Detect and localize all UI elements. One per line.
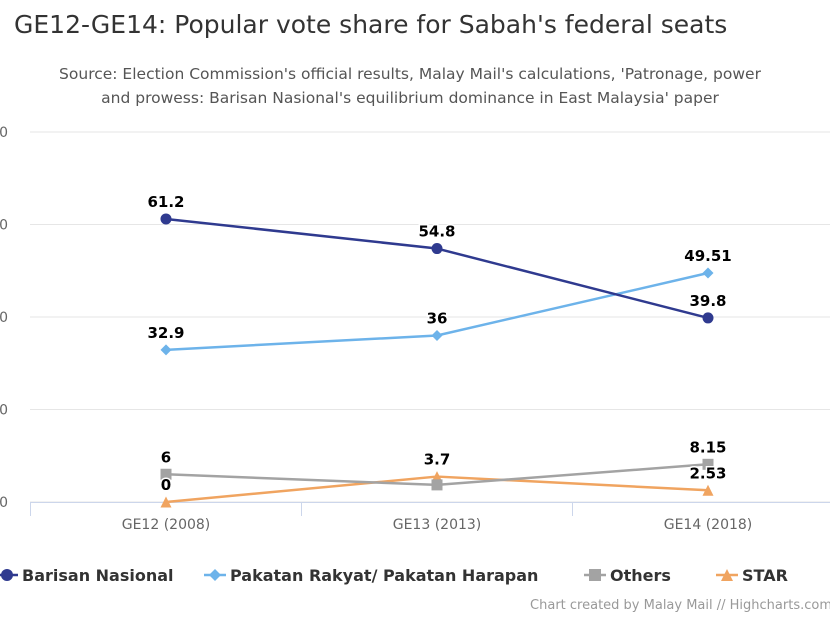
data-label: 36: [427, 310, 448, 328]
x-tick-label: GE14 (2018): [664, 517, 753, 533]
data-label: 6: [161, 448, 171, 466]
y-tick-label: 80: [0, 125, 8, 141]
data-label: 2.53: [689, 464, 726, 482]
data-label: 39.8: [689, 292, 726, 310]
legend-symbol[interactable]: [589, 569, 601, 581]
data-point[interactable]: [160, 213, 172, 225]
data-label: 8.15: [689, 438, 726, 456]
data-point[interactable]: [702, 458, 714, 470]
legend-item-label[interactable]: Barisan Nasional: [22, 566, 174, 585]
data-point[interactable]: [160, 468, 172, 480]
legend-symbol[interactable]: [721, 569, 733, 581]
chart-title: GE12-GE14: Popular vote share for Sabah'…: [14, 10, 728, 39]
legend-item-label[interactable]: Others: [610, 566, 671, 585]
chart-subtitle: Source: Election Commission's official r…: [0, 62, 830, 110]
data-point[interactable]: [431, 479, 443, 491]
legend-item-label[interactable]: STAR: [742, 566, 788, 585]
data-point[interactable]: [431, 243, 443, 255]
legend-item-label[interactable]: Pakatan Rakyat/ Pakatan Harapan: [230, 566, 538, 585]
data-point[interactable]: [431, 330, 443, 341]
chart-subtitle-line-2: and prowess: Barisan Nasional's equilibr…: [101, 89, 719, 107]
legend-symbol[interactable]: [209, 569, 221, 581]
data-point[interactable]: [702, 267, 714, 279]
chart-subtitle-line-1: Source: Election Commission's official r…: [59, 65, 761, 83]
chart-credit[interactable]: Chart created by Malay Mail // Highchart…: [530, 598, 830, 613]
x-tick-label: GE13 (2013): [393, 517, 482, 533]
data-label: 0: [161, 476, 171, 494]
legend-symbol[interactable]: [1, 569, 13, 581]
y-tick-label: 20: [0, 403, 8, 419]
data-point[interactable]: [160, 344, 172, 356]
data-point[interactable]: [160, 496, 172, 508]
data-label: 54.8: [418, 223, 455, 241]
y-tick-label: 60: [0, 218, 8, 234]
data-label: 3.7: [424, 451, 451, 469]
data-point[interactable]: [431, 471, 443, 483]
data-point[interactable]: [702, 312, 714, 324]
data-point[interactable]: [702, 484, 714, 496]
x-tick-label: GE12 (2008): [122, 517, 211, 533]
y-tick-label: 0: [0, 495, 8, 511]
data-label: 32.9: [147, 324, 184, 342]
data-label: 49.51: [684, 247, 731, 265]
y-tick-label: 40: [0, 310, 8, 326]
data-label: 61.2: [147, 193, 184, 211]
